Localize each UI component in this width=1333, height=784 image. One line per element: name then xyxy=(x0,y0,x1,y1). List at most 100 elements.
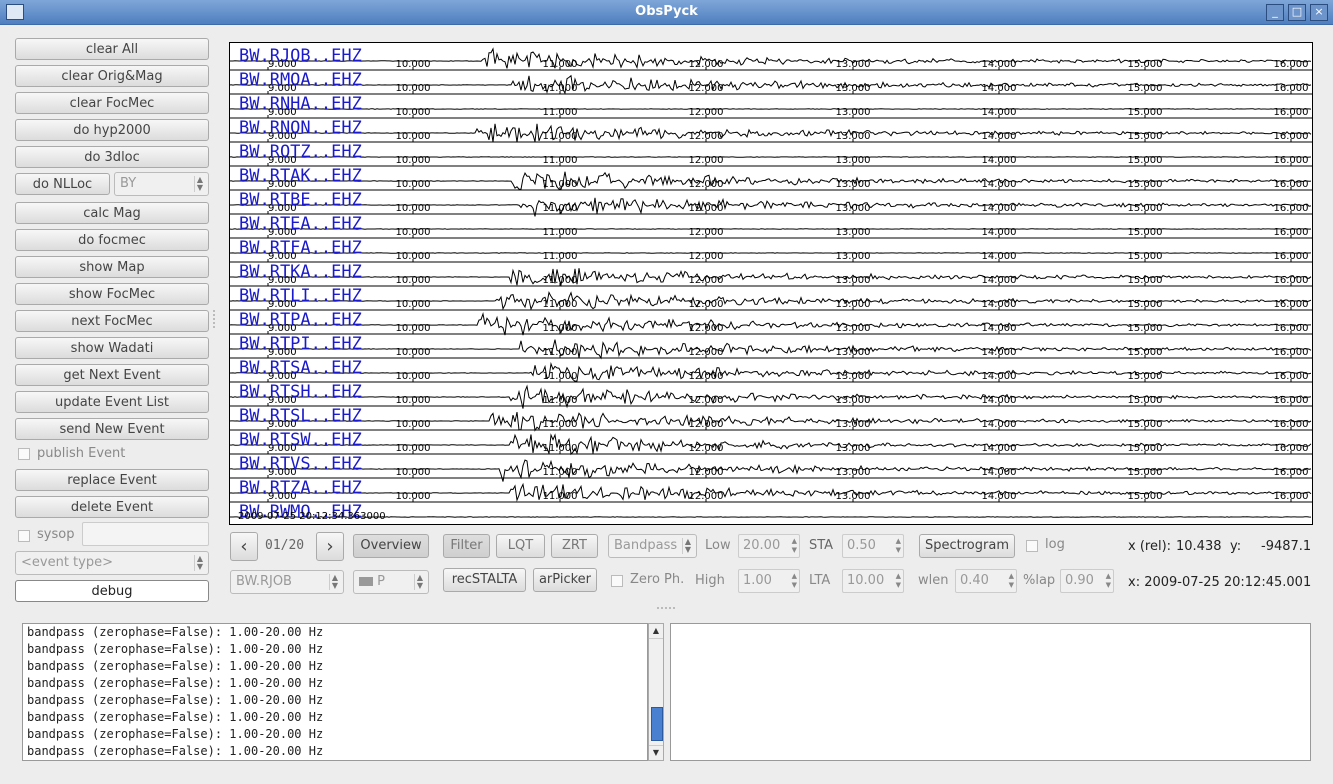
station-label: BW.RTFA..EHZ xyxy=(239,238,362,258)
zero-phase-checkbox[interactable] xyxy=(611,575,623,587)
time-tick-label: 10.000 xyxy=(396,203,431,214)
clear-orig-mag-button[interactable]: clear Orig&Mag xyxy=(15,65,209,87)
time-tick-label: 14.000 xyxy=(982,203,1017,214)
replace-event-button[interactable]: replace Event xyxy=(15,469,209,491)
time-tick-label: 16.000 xyxy=(1274,179,1309,190)
time-tick-label: 13.000 xyxy=(836,371,871,382)
event-type-combo[interactable]: <event type> ▲ ▼ xyxy=(15,551,209,575)
station-label: BW.RWMO..EHZ xyxy=(239,502,362,522)
seismogram-trace xyxy=(230,516,1312,518)
high-spinbox[interactable]: 1.00 ▲ ▼ xyxy=(738,569,800,593)
splitter-handle-horizontal[interactable] xyxy=(657,607,675,612)
time-tick-label: 14.000 xyxy=(982,155,1017,166)
station-label: BW.RTVS..EHZ xyxy=(239,454,362,474)
window-titlebar[interactable]: ObsPyck _ □ × xyxy=(0,0,1333,25)
time-tick-label: 13.000 xyxy=(836,131,871,142)
show-wadati-button[interactable]: show Wadati xyxy=(15,337,209,359)
scroll-thumb[interactable] xyxy=(651,707,663,741)
time-tick-label: 11.000 xyxy=(543,323,578,334)
time-tick-label: 12.000 xyxy=(689,203,724,214)
secondary-output-pane[interactable] xyxy=(670,623,1311,761)
next-station-button[interactable]: › xyxy=(316,532,344,561)
send-new-event-button[interactable]: send New Event xyxy=(15,418,209,440)
time-tick-label: 14.000 xyxy=(982,107,1017,118)
station-label: BW.RTPA..EHZ xyxy=(239,310,362,330)
spectrogram-toggle[interactable]: Spectrogram xyxy=(919,534,1015,558)
delete-event-button[interactable]: delete Event xyxy=(15,496,209,518)
app-icon[interactable] xyxy=(6,4,24,20)
do-nlloc-button[interactable]: do NLLoc xyxy=(15,173,110,195)
time-tick-label: 9.000 xyxy=(268,203,297,214)
scroll-down-icon[interactable]: ▼ xyxy=(649,745,663,760)
show-focmec-button[interactable]: show FocMec xyxy=(15,283,209,305)
spin-arrows-icon: ▲ ▼ xyxy=(1008,572,1014,589)
log-checkbox[interactable] xyxy=(1026,540,1038,552)
station-combo[interactable]: BW.RJOB ▲ ▼ xyxy=(230,570,344,594)
log-console[interactable]: bandpass (zerophase=False): 1.00-20.00 H… xyxy=(22,623,648,761)
spin-arrows-icon: ▲ ▼ xyxy=(791,572,797,589)
lta-value: 10.00 xyxy=(847,573,885,588)
clear-all-button[interactable]: clear All xyxy=(15,38,209,60)
seismogram-plot[interactable]: 9.000 10.000 11.000 12.000 13.000 14.000 15.00… xyxy=(229,42,1313,525)
show-map-button[interactable]: show Map xyxy=(15,256,209,278)
time-tick-label: 9.000 xyxy=(268,491,297,502)
event-type-placeholder: <event type> xyxy=(21,555,113,570)
time-tick-label: 10.000 xyxy=(396,275,431,286)
filter-toggle[interactable]: Filter xyxy=(443,534,490,558)
station-label: BW.RTPI..EHZ xyxy=(239,334,362,354)
wlen-spinbox[interactable]: 0.40 ▲ ▼ xyxy=(955,569,1017,593)
next-focmec-button[interactable]: next FocMec xyxy=(15,310,209,332)
time-tick-label: 15.000 xyxy=(1128,299,1163,310)
maximize-icon[interactable]: □ xyxy=(1288,4,1306,21)
nlloc-model-combo[interactable]: BY ▲ ▼ xyxy=(114,172,209,196)
time-tick-label: 16.000 xyxy=(1274,203,1309,214)
recstalta-button[interactable]: recSTALTA xyxy=(443,568,526,592)
time-tick-label: 10.000 xyxy=(396,251,431,262)
log-line: bandpass (zerophase=False): 1.00-20.00 H… xyxy=(27,676,324,690)
debug-button[interactable]: debug xyxy=(15,580,209,602)
phase-combo[interactable]: P ▲ ▼ xyxy=(353,570,429,594)
calc-mag-button[interactable]: calc Mag xyxy=(15,202,209,224)
time-tick-label: 10.000 xyxy=(396,491,431,502)
time-tick-label: 15.000 xyxy=(1128,155,1163,166)
sta-spinbox[interactable]: 0.50 ▲ ▼ xyxy=(842,534,904,558)
time-tick-label: 11.000 xyxy=(543,59,578,70)
sysop-checkbox[interactable] xyxy=(18,530,30,542)
seismogram-canvas[interactable]: 9.000 10.000 11.000 12.000 13.000 14.000 15.00… xyxy=(230,43,1312,524)
publish-event-checkbox[interactable] xyxy=(18,448,30,460)
station-label: BW.RTSH..EHZ xyxy=(239,382,362,402)
overview-toggle[interactable]: Overview xyxy=(353,534,429,558)
do-3dloc-button[interactable]: do 3dloc xyxy=(15,146,209,168)
station-counter: 01/20 xyxy=(265,538,305,553)
lta-spinbox[interactable]: 10.00 ▲ ▼ xyxy=(842,569,904,593)
close-icon[interactable]: × xyxy=(1310,4,1328,21)
zrt-button[interactable]: ZRT xyxy=(551,534,598,558)
seismogram-trace xyxy=(230,384,1312,409)
splitter-handle[interactable] xyxy=(213,310,219,328)
sysop-password-field[interactable] xyxy=(82,522,209,546)
do-hyp2000-button[interactable]: do hyp2000 xyxy=(15,119,209,141)
time-tick-label: 12.000 xyxy=(689,491,724,502)
minimize-icon[interactable]: _ xyxy=(1266,4,1284,21)
time-tick-label: 9.000 xyxy=(268,251,297,262)
previous-station-button[interactable]: ‹ xyxy=(230,532,258,561)
low-spinbox[interactable]: 20.00 ▲ ▼ xyxy=(738,534,800,558)
high-value: 1.00 xyxy=(743,573,772,588)
time-tick-label: 9.000 xyxy=(268,155,297,166)
y-label: y: xyxy=(1230,539,1242,554)
update-event-list-button[interactable]: update Event List xyxy=(15,391,209,413)
scroll-up-icon[interactable]: ▲ xyxy=(649,624,663,639)
get-next-event-button[interactable]: get Next Event xyxy=(15,364,209,386)
console-scrollbar[interactable]: ▲ ▼ xyxy=(648,623,664,761)
filter-type-combo[interactable]: Bandpass ▲ ▼ xyxy=(608,534,697,558)
lqt-button[interactable]: LQT xyxy=(496,534,545,558)
arpicker-button[interactable]: arPicker xyxy=(533,568,597,592)
clear-focmec-button[interactable]: clear FocMec xyxy=(15,92,209,114)
lap-spinbox[interactable]: 0.90 ▲ ▼ xyxy=(1060,569,1114,593)
station-label: BW.RJOB..EHZ xyxy=(239,46,362,66)
time-tick-label: 14.000 xyxy=(982,467,1017,478)
do-focmec-button[interactable]: do focmec xyxy=(15,229,209,251)
time-tick-label: 12.000 xyxy=(689,347,724,358)
time-tick-label: 9.000 xyxy=(268,323,297,334)
log-line: bandpass (zerophase=False): 1.00-20.00 H… xyxy=(27,744,324,758)
